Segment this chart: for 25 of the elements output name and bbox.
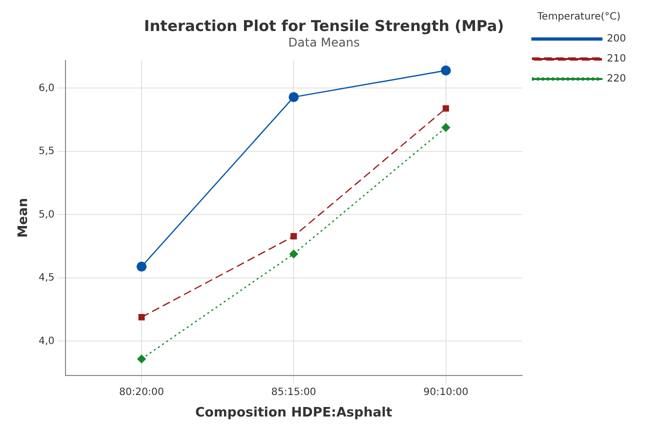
x-tick-label: 85:15:00: [271, 386, 316, 398]
point: [288, 92, 299, 102]
y-tick-label: 6,0: [38, 82, 55, 94]
point: [289, 249, 298, 258]
point: [136, 262, 147, 272]
point: [138, 314, 145, 320]
chart-subtitle: Data Means: [288, 35, 360, 50]
y-axis-title: Mean: [16, 198, 32, 238]
point: [137, 354, 146, 364]
y-tick-label: 4,0: [38, 336, 55, 347]
point: [290, 233, 297, 240]
y-tick-label: 4,5: [38, 272, 55, 284]
point: [442, 105, 450, 112]
x-axis-title: Composition HDPE:Asphalt: [195, 406, 392, 421]
legend-title: Temperature(°C): [536, 12, 621, 23]
text: 200: [606, 34, 626, 45]
point: [440, 66, 451, 76]
y-tick-label: 5,5: [38, 146, 55, 158]
y-tick-label: 5,0: [38, 209, 55, 220]
point: [441, 122, 450, 132]
text: 220: [606, 74, 626, 85]
chart-title: Interaction Plot for Tensile Strength (MPa): [144, 16, 504, 35]
text: 210: [606, 54, 626, 65]
x-tick-label: 90:10:00: [423, 386, 468, 398]
x-tick-label: 80:20:00: [119, 386, 164, 398]
